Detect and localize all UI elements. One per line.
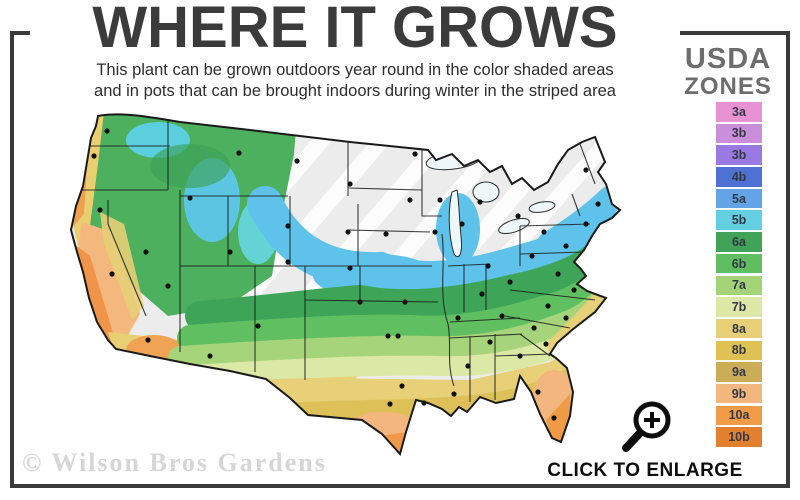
legend-zone-label: 9a — [732, 365, 746, 379]
enlarge-control[interactable]: CLICK TO ENLARGE — [535, 396, 755, 482]
legend-zone-label: 6a — [732, 234, 746, 249]
state-borders — [72, 118, 596, 402]
legend-zone-label: 10b — [728, 430, 750, 445]
legend-zone-swatch: 6b — [716, 253, 762, 274]
legend-zone-label: 3b — [731, 126, 747, 141]
legend-zone-swatch: 8b — [716, 340, 762, 361]
watermark: © Wilson Bros Gardens — [22, 448, 327, 477]
enlarge-label[interactable]: CLICK TO ENLARGE — [547, 460, 743, 481]
legend-title: USDA ZONES — [664, 44, 792, 99]
us-map-graphic — [69, 113, 622, 457]
legend-zone-swatch: 5b — [716, 210, 762, 230]
legend-zone-label: 8b — [731, 343, 747, 358]
us-outline — [69, 113, 622, 457]
legend-zone-swatch: 9b — [716, 383, 762, 404]
city-dots — [91, 128, 601, 421]
legend-zone-label: 3a — [732, 104, 746, 119]
page-title: WHERE IT GROWS — [30, 0, 680, 61]
magnifier-plus-icon[interactable] — [610, 396, 680, 458]
page-subtitle: This plant can be grown outdoors year ro… — [30, 60, 680, 102]
legend-zone-label: 4b — [731, 169, 747, 184]
legend-zone-swatch: 5a — [716, 188, 762, 209]
subtitle-line-2: and in pots that can be brought indoors … — [94, 82, 616, 100]
legend-zone-label: 7a — [732, 278, 746, 293]
usda-zone-map[interactable] — [50, 104, 664, 467]
legend-zone-swatch: 4b — [716, 167, 762, 187]
legend-zone-label: 8a — [732, 321, 746, 336]
legend-zone-label: 7b — [731, 299, 747, 314]
legend-zone-swatch: 10a — [716, 405, 762, 426]
legend-zone-swatch: 9a — [716, 362, 762, 382]
legend-zone-swatch: 7b — [716, 297, 762, 317]
legend-zone-label: 10a — [728, 408, 750, 423]
legend-zone-swatch: 3a — [716, 102, 762, 122]
legend-zone-swatch: 6a — [716, 232, 762, 252]
subtitle-line-1: This plant can be grown outdoors year ro… — [96, 61, 614, 79]
legend-title-usda: USDA — [684, 43, 772, 75]
frame-left — [10, 31, 14, 488]
legend-zone-swatch: 8a — [716, 318, 762, 339]
legend-zone-swatch: 7a — [716, 275, 762, 295]
legend-title-zones: ZONES — [684, 73, 772, 100]
legend-zone-label: 3b — [731, 148, 747, 163]
legend-zone-swatch: 3b — [716, 145, 762, 165]
legend-zone-swatch: 10b — [716, 427, 762, 447]
legend-zone-label: 6b — [731, 256, 747, 271]
usda-zones-legend: 3a 3b 3b 4b 5a 5b 6a 6b 7a 7b 8a 8b 9a 9b 10a 10b — [716, 102, 762, 449]
frame-bottom — [10, 484, 790, 488]
legend-zone-swatch: 3b — [716, 123, 762, 144]
legend-zone-label: 9b — [731, 386, 747, 401]
legend-zone-label: 5a — [732, 191, 746, 206]
frame-top-right — [660, 31, 790, 35]
frame-right — [786, 31, 790, 488]
legend-zone-label: 5b — [731, 213, 747, 228]
